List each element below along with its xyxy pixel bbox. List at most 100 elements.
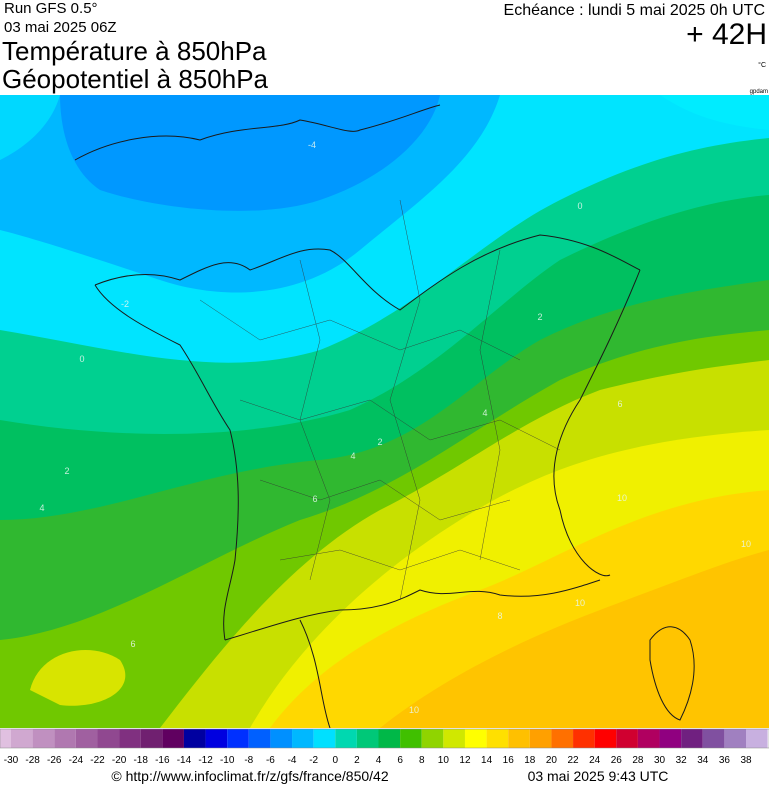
title-temperature: Température à 850hPa: [2, 36, 267, 66]
scale-label: 2: [354, 755, 360, 766]
scale-label: -14: [177, 755, 192, 766]
scale-swatch: [508, 729, 530, 748]
scale-swatch: [681, 729, 703, 748]
scale-swatch: [529, 729, 552, 748]
scale-swatch: [421, 729, 444, 748]
run-label: Run GFS 0.5°: [4, 0, 98, 17]
scale-label: 10: [438, 755, 450, 766]
scale-swatch: [183, 729, 206, 748]
contour-label: 6: [130, 639, 135, 649]
scale-label: -28: [25, 755, 40, 766]
scale-label: -20: [112, 755, 127, 766]
scale-swatch: [248, 729, 271, 748]
run-date: 03 mai 2025 06Z: [4, 19, 117, 36]
scale-swatch: [140, 729, 163, 748]
scale-swatch: [162, 729, 184, 748]
scale-label: -18: [133, 755, 148, 766]
scale-swatch: [75, 729, 98, 748]
scale-label: 22: [567, 755, 579, 766]
scale-label: -12: [198, 755, 213, 766]
scale-swatch: [0, 729, 11, 748]
source-url: © http://www.infoclimat.fr/z/gfs/france/…: [111, 768, 388, 784]
contour-label: -4: [308, 140, 316, 150]
scale-label: 16: [503, 755, 515, 766]
map: -4 -2 0 0 2 2 2 4 4 4 6 6 6 8 10 10 10 10: [0, 95, 769, 728]
scale-swatch: [335, 729, 357, 748]
scale-swatch: [270, 729, 293, 748]
scale-label: -4: [288, 755, 297, 766]
field-orange: [380, 550, 769, 728]
scale-label: -22: [90, 755, 105, 766]
scale-label: 0: [332, 755, 338, 766]
scale-swatch: [637, 729, 660, 748]
scale-swatch: [97, 729, 120, 748]
contour-label: 4: [350, 451, 355, 461]
scale-label: -24: [69, 755, 84, 766]
valid-time: Echéance : lundi 5 mai 2025 0h UTC: [504, 2, 765, 19]
unit-label: °C: [758, 61, 766, 69]
contour-label: 8: [497, 611, 502, 621]
field-cyan-ne: [660, 95, 769, 130]
scale-label: 4: [376, 755, 382, 766]
contour-label: 0: [79, 354, 84, 364]
scale-swatch: [486, 729, 509, 748]
footer-date: 03 mai 2025 9:43 UTC: [528, 768, 669, 784]
field-yellow-patch: [30, 650, 126, 706]
scale-swatch: [32, 729, 55, 748]
contour-label: 10: [741, 539, 751, 549]
unit2-label: gpdam: [750, 89, 768, 95]
scale-label: 12: [459, 755, 471, 766]
scale-label: -16: [155, 755, 170, 766]
contour-label: 6: [617, 399, 622, 409]
contour-label: 2: [377, 437, 382, 447]
contour-label: 2: [537, 312, 542, 322]
scale-swatch: [659, 729, 682, 748]
contour-label: 10: [617, 493, 627, 503]
scale-label: -30: [4, 755, 19, 766]
scale-label: 14: [481, 755, 493, 766]
scale-swatch: [54, 729, 76, 748]
scale-label: 18: [524, 755, 536, 766]
lead-time: + 42H: [686, 18, 767, 51]
scale-label: -10: [220, 755, 235, 766]
contour-label: 4: [39, 503, 44, 513]
scale-label: 20: [546, 755, 558, 766]
contour-label: 6: [312, 494, 317, 504]
contour-label: 0: [577, 201, 582, 211]
scale-swatch: [227, 729, 249, 748]
color-scale: -30 -28 -26 -24 -22 -20 -18 -16 -14 -12 -10 -8 -6 -4-…: [0, 728, 769, 766]
scale-label: 28: [632, 755, 644, 766]
scale-swatch: [724, 729, 746, 748]
contour-label: 2: [64, 466, 69, 476]
scale-frame: [0, 728, 769, 749]
contour-label: 10: [409, 705, 419, 715]
scale-label: 34: [697, 755, 709, 766]
scale-swatch: [702, 729, 725, 748]
scale-label: 38: [740, 755, 752, 766]
scale-label: -2: [309, 755, 318, 766]
scale-swatch: [400, 729, 422, 748]
coastlines: [74, 104, 695, 728]
scale-swatch: [551, 729, 574, 748]
scale-label: 30: [654, 755, 666, 766]
scale-swatch: [356, 729, 379, 748]
scale-swatch: [443, 729, 465, 748]
scale-label: -6: [266, 755, 275, 766]
scale-swatch: [313, 729, 336, 748]
scale-label: 6: [397, 755, 403, 766]
scale-swatch: [378, 729, 401, 748]
contour-label: -2: [121, 299, 129, 309]
scale-swatch: [292, 729, 314, 748]
scale-swatch: [616, 729, 638, 748]
field-blue-dark: [60, 95, 440, 211]
admin-borders: [199, 199, 561, 601]
scale-swatch: [11, 729, 33, 748]
contour-label: 10: [575, 598, 585, 608]
scale-swatch: [464, 729, 487, 748]
scale-label: 32: [676, 755, 688, 766]
scale-label: 8: [419, 755, 425, 766]
scale-label: 24: [589, 755, 601, 766]
scale-label: 26: [611, 755, 623, 766]
contour-label: 4: [482, 408, 487, 418]
